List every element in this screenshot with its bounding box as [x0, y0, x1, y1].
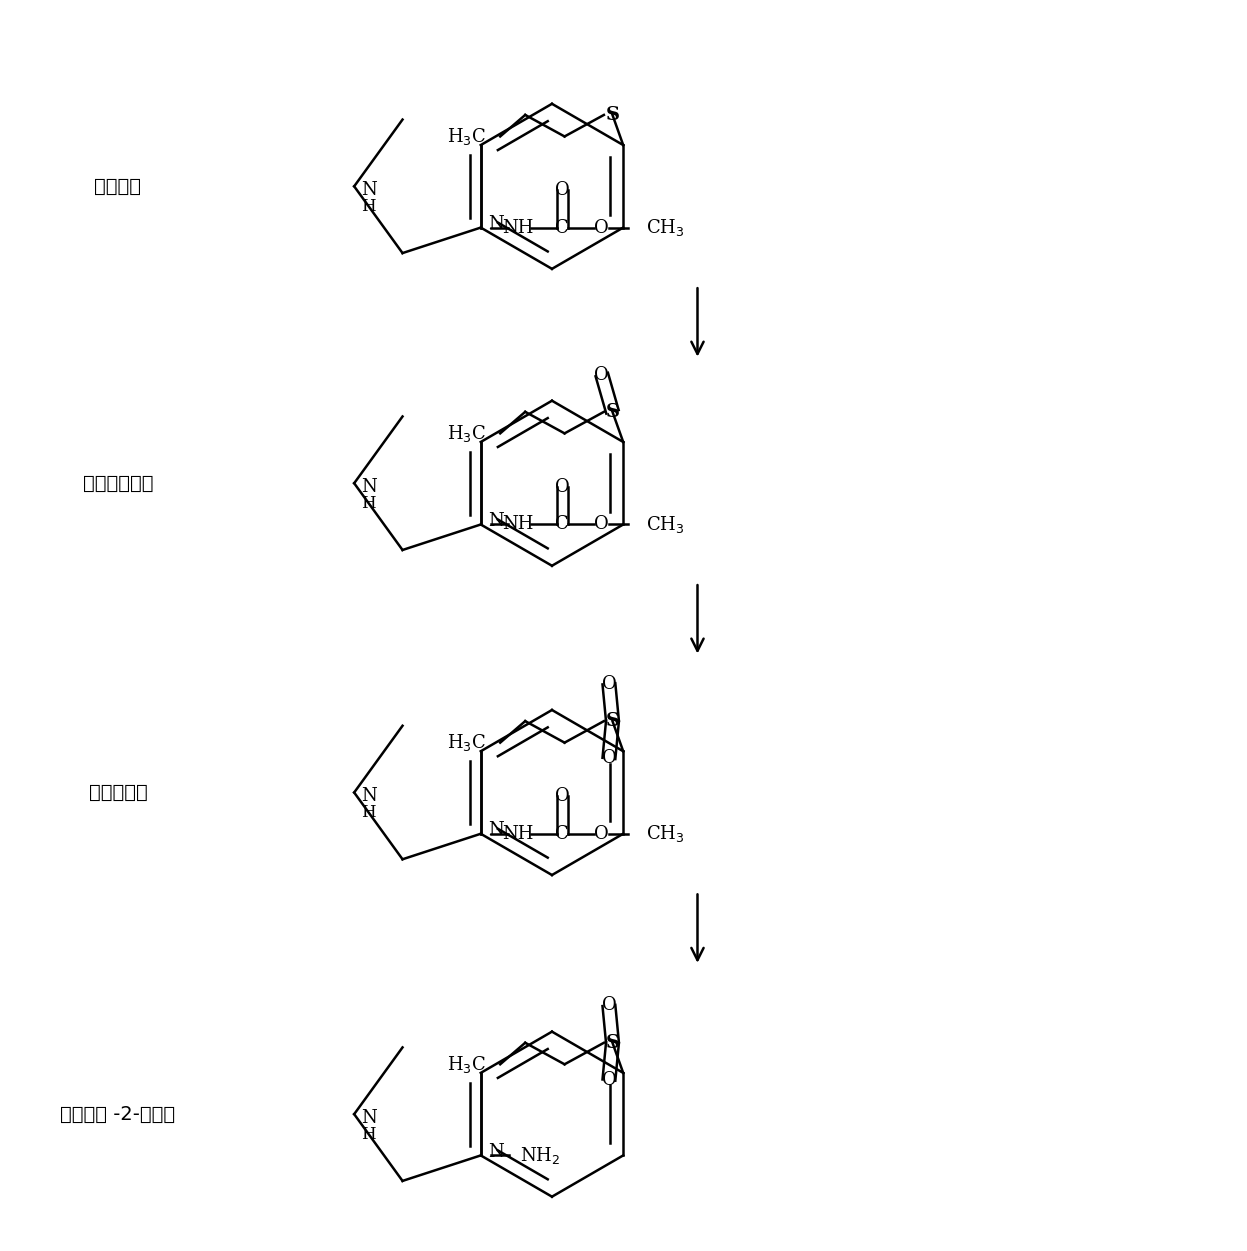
Text: 阳苯达唠: 阳苯达唠	[95, 176, 141, 196]
Text: O: O	[601, 749, 616, 767]
Text: NH: NH	[503, 219, 534, 236]
Text: H: H	[362, 1126, 375, 1142]
Text: O: O	[601, 997, 616, 1015]
Text: CH$_3$: CH$_3$	[646, 218, 685, 238]
Text: S: S	[606, 1033, 620, 1052]
Text: O: O	[601, 674, 616, 693]
Text: N: N	[488, 215, 504, 233]
Text: NH$_2$: NH$_2$	[520, 1145, 560, 1166]
Text: N: N	[488, 1143, 504, 1161]
Text: NH: NH	[503, 515, 534, 533]
Text: 阳苯达唠亚督: 阳苯达唠亚督	[82, 474, 153, 493]
Text: O: O	[595, 365, 609, 384]
Text: N: N	[362, 787, 377, 806]
Text: O: O	[555, 478, 570, 497]
Text: N: N	[488, 821, 504, 839]
Text: C: C	[555, 515, 569, 533]
Text: C: C	[555, 219, 569, 236]
Text: N: N	[488, 512, 504, 530]
Text: H$_3$C: H$_3$C	[446, 126, 486, 146]
Text: H: H	[362, 198, 375, 215]
Text: H$_3$C: H$_3$C	[446, 1053, 486, 1075]
Text: 阳苯达唠督: 阳苯达唠督	[89, 783, 147, 802]
Text: S: S	[606, 106, 620, 124]
Text: O: O	[595, 824, 609, 843]
Text: H$_3$C: H$_3$C	[446, 732, 486, 753]
Text: O: O	[601, 1071, 616, 1090]
Text: CH$_3$: CH$_3$	[646, 514, 685, 535]
Text: N: N	[362, 181, 377, 199]
Text: O: O	[595, 515, 609, 533]
Text: C: C	[555, 824, 569, 843]
Text: N: N	[362, 1108, 377, 1127]
Text: 阳苯达唠 -2-氨基督: 阳苯达唠 -2-氨基督	[60, 1105, 176, 1123]
Text: O: O	[595, 219, 609, 236]
Text: S: S	[606, 403, 620, 420]
Text: O: O	[555, 787, 570, 806]
Text: H$_3$C: H$_3$C	[446, 423, 486, 444]
Text: S: S	[606, 712, 620, 731]
Text: N: N	[362, 478, 377, 495]
Text: H: H	[362, 495, 375, 512]
Text: NH: NH	[503, 824, 534, 843]
Text: H: H	[362, 804, 375, 821]
Text: O: O	[555, 181, 570, 199]
Text: CH$_3$: CH$_3$	[646, 823, 685, 844]
